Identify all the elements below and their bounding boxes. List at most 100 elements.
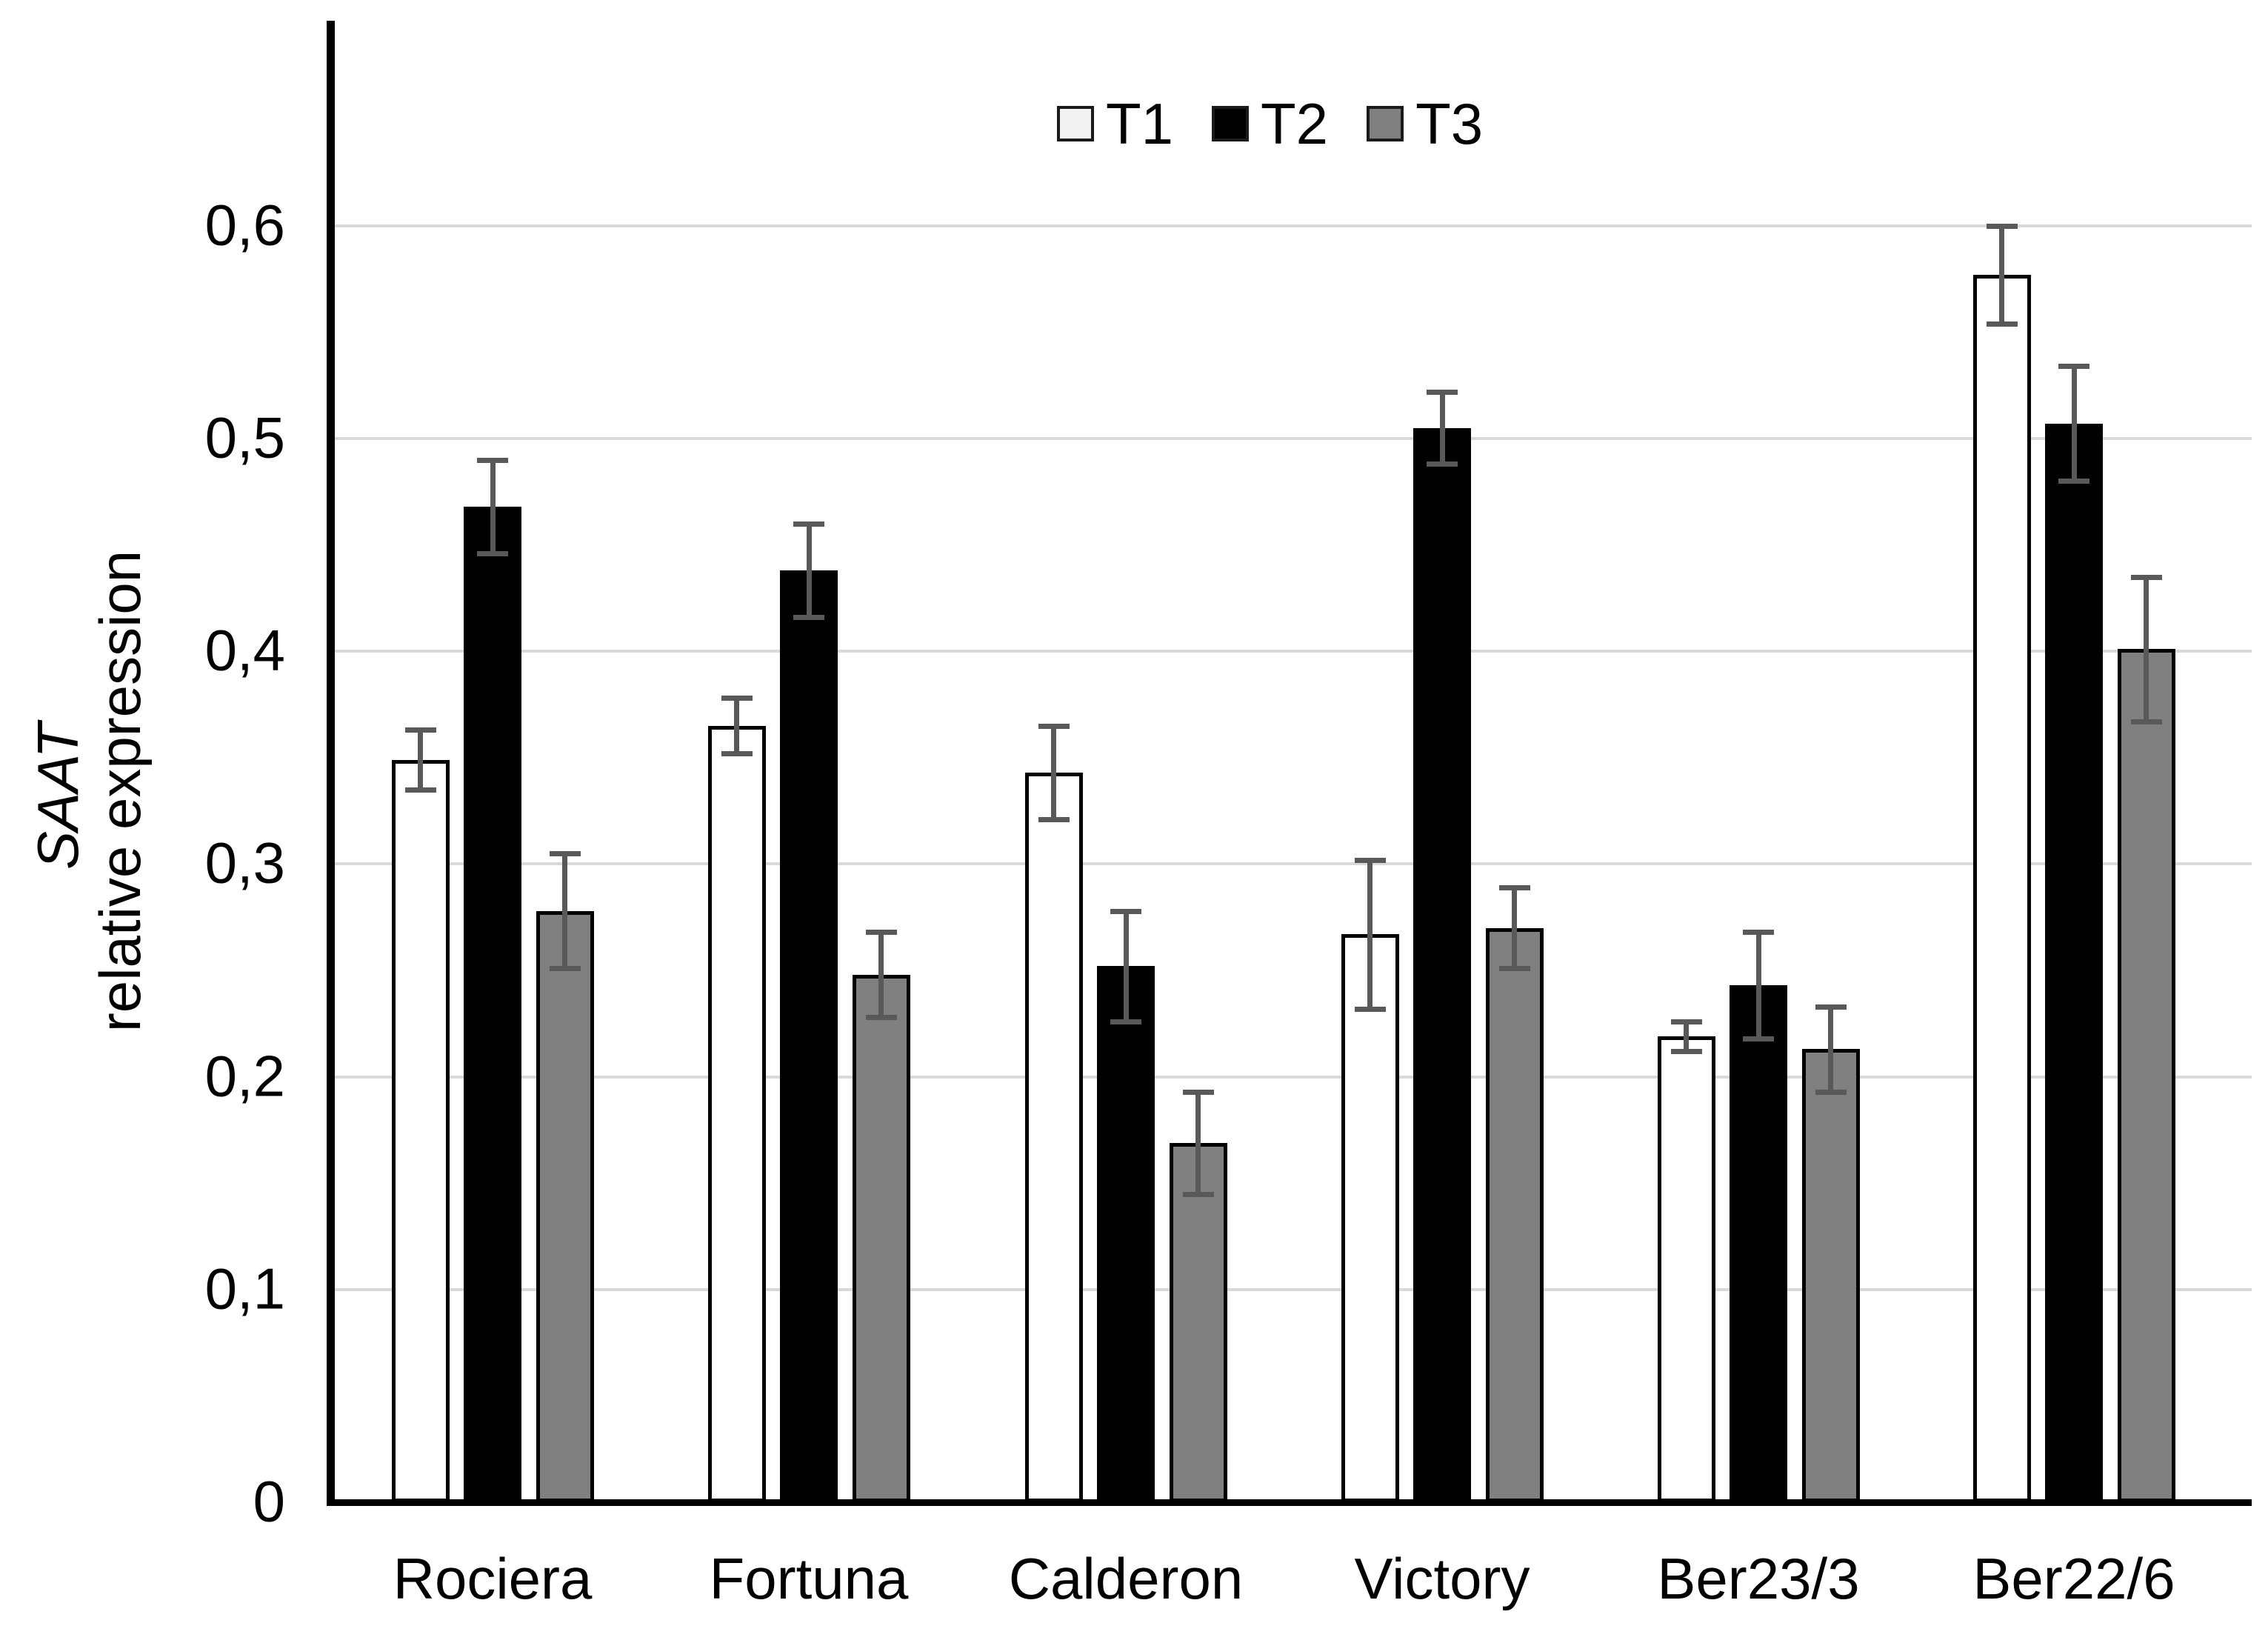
error-bar-ber233-t2-cap-top: [1743, 930, 1774, 936]
error-bar-rociera-t2-cap-bottom: [477, 551, 508, 557]
error-bar-ber226-t2-line: [2071, 366, 2077, 481]
error-bar-ber226-t3-line: [2144, 576, 2149, 721]
legend-item-t3: T3: [1367, 95, 1483, 153]
error-bar-ber233-t2-cap-bottom: [1743, 1036, 1774, 1042]
error-bar-fortuna-t2-line: [806, 523, 812, 618]
error-bar-ber233-t1-line: [1684, 1021, 1689, 1052]
y-axis-line: [327, 21, 335, 1505]
error-bar-ber233-t3-line: [1828, 1006, 1833, 1092]
x-axis-label-victory: Victory: [1354, 1546, 1530, 1611]
gridline-0,3: [335, 862, 2252, 866]
error-bar-victory-t3-cap-top: [1498, 884, 1530, 890]
error-bar-ber233-t3-cap-top: [1815, 1004, 1847, 1010]
bar-ber233-t1: [1657, 1036, 1715, 1502]
error-bar-calderon-t1-line: [1051, 725, 1056, 820]
bar-ber233-t2: [1730, 985, 1787, 1502]
gridline-0,5: [335, 437, 2252, 440]
error-bar-calderon-t3-cap-bottom: [1182, 1191, 1214, 1197]
error-bar-rociera-t3-cap-top: [549, 851, 581, 857]
gridline-0,1: [335, 1287, 2252, 1291]
bar-rociera-t1: [391, 759, 450, 1502]
error-bar-calderon-t1-cap-bottom: [1038, 817, 1070, 823]
legend-label-t1: T1: [1106, 91, 1174, 156]
y-tick-label-0,4: 0,4: [204, 617, 285, 683]
bar-rociera-t3: [536, 910, 594, 1502]
error-bar-calderon-t2-line: [1123, 910, 1129, 1022]
error-bar-ber226-t3-cap-top: [2130, 574, 2162, 580]
bar-rociera-t2: [464, 506, 521, 1502]
error-bar-ber226-t3-cap-bottom: [2130, 719, 2162, 724]
bar-fortuna-t1: [707, 725, 766, 1502]
error-bar-victory-t1-cap-top: [1354, 857, 1386, 863]
error-bar-rociera-t1-cap-top: [404, 727, 436, 733]
error-bar-ber233-t2-line: [1755, 932, 1761, 1039]
gridline-0,2: [335, 1075, 2252, 1079]
error-bar-ber226-t2-cap-bottom: [2058, 479, 2089, 484]
error-bar-victory-t3-cap-bottom: [1498, 966, 1530, 972]
error-bar-victory-t2-line: [1439, 391, 1445, 464]
y-tick-label-0,5: 0,5: [204, 404, 285, 470]
error-bar-rociera-t3-line: [562, 853, 567, 969]
error-bar-fortuna-t1-cap-top: [721, 696, 753, 701]
error-bar-fortuna-t2-cap-top: [793, 521, 824, 527]
bar-fortuna-t3: [852, 974, 910, 1502]
error-bar-ber226-t1-cap-bottom: [1986, 321, 2018, 327]
error-bar-rociera-t2-line: [490, 459, 496, 554]
legend-swatch-t2: [1212, 106, 1250, 141]
error-bar-ber233-t1-cap-bottom: [1670, 1049, 1702, 1055]
error-bar-ber233-t3-cap-bottom: [1815, 1089, 1847, 1095]
error-bar-fortuna-t3-cap-bottom: [865, 1015, 897, 1021]
y-tick-label-0,6: 0,6: [204, 192, 285, 258]
error-bar-victory-t1-line: [1367, 859, 1373, 1009]
y-tick-label-0,3: 0,3: [204, 830, 285, 896]
error-bar-victory-t2-cap-top: [1427, 389, 1458, 395]
error-bar-fortuna-t1-cap-bottom: [721, 751, 753, 757]
x-axis-label-ber226: Ber22/6: [1972, 1546, 2175, 1611]
gridline-0,6: [335, 224, 2252, 227]
bar-fortuna-t2: [780, 570, 838, 1502]
error-bar-calderon-t3-cap-top: [1182, 1089, 1214, 1095]
error-bar-calderon-t2-cap-bottom: [1110, 1019, 1141, 1024]
legend-label-t3: T3: [1415, 91, 1484, 156]
error-bar-calderon-t1-cap-top: [1038, 723, 1070, 729]
y-tick-label-0: 0: [253, 1468, 285, 1534]
bar-calderon-t3: [1169, 1142, 1227, 1502]
bar-calderon-t2: [1097, 966, 1155, 1502]
error-bar-ber226-t1-line: [1999, 225, 2004, 324]
bar-ber226-t1: [1972, 274, 2031, 1502]
x-axis-label-ber233: Ber23/3: [1657, 1546, 1860, 1611]
bar-victory-t1: [1341, 934, 1399, 1502]
x-axis-label-rociera: Rociera: [393, 1546, 593, 1611]
legend-item-t2: T2: [1212, 95, 1328, 153]
y-tick-label-0,1: 0,1: [204, 1256, 285, 1322]
x-axis-label-fortuna: Fortuna: [709, 1546, 909, 1611]
error-bar-calderon-t2-cap-top: [1110, 908, 1141, 914]
gridline-0,4: [335, 650, 2252, 653]
error-bar-victory-t3-line: [1512, 887, 1517, 969]
bar-ber226-t3: [2117, 649, 2175, 1502]
error-bar-ber226-t2-cap-top: [2058, 364, 2089, 370]
error-bar-ber233-t1-cap-top: [1670, 1019, 1702, 1024]
error-bar-rociera-t1-cap-bottom: [404, 787, 436, 793]
error-bar-victory-t1-cap-bottom: [1354, 1006, 1386, 1012]
legend-item-t1: T1: [1057, 95, 1173, 153]
bar-ber233-t3: [1801, 1049, 1860, 1502]
bar-victory-t2: [1413, 427, 1471, 1502]
x-axis-label-calderon: Calderon: [1008, 1546, 1244, 1611]
bar-ber226-t2: [2045, 423, 2103, 1502]
y-tick-label-0,2: 0,2: [204, 1043, 285, 1109]
bar-victory-t3: [1485, 927, 1544, 1502]
error-bar-calderon-t3-line: [1195, 1091, 1201, 1194]
error-bar-fortuna-t2-cap-bottom: [793, 615, 824, 621]
error-bar-fortuna-t3-line: [878, 932, 884, 1018]
error-bar-fortuna-t3-cap-top: [865, 930, 897, 936]
error-bar-rociera-t1-line: [418, 730, 423, 790]
error-bar-ber226-t1-cap-top: [1986, 223, 2018, 229]
legend: T1 T2 T3: [1057, 95, 1483, 153]
y-axis-title-gene: SAAT: [25, 723, 90, 870]
error-bar-rociera-t3-cap-bottom: [549, 966, 581, 972]
error-bar-victory-t2-cap-bottom: [1427, 461, 1458, 467]
legend-swatch-t1: [1057, 106, 1094, 141]
error-bar-fortuna-t1-line: [734, 698, 739, 754]
